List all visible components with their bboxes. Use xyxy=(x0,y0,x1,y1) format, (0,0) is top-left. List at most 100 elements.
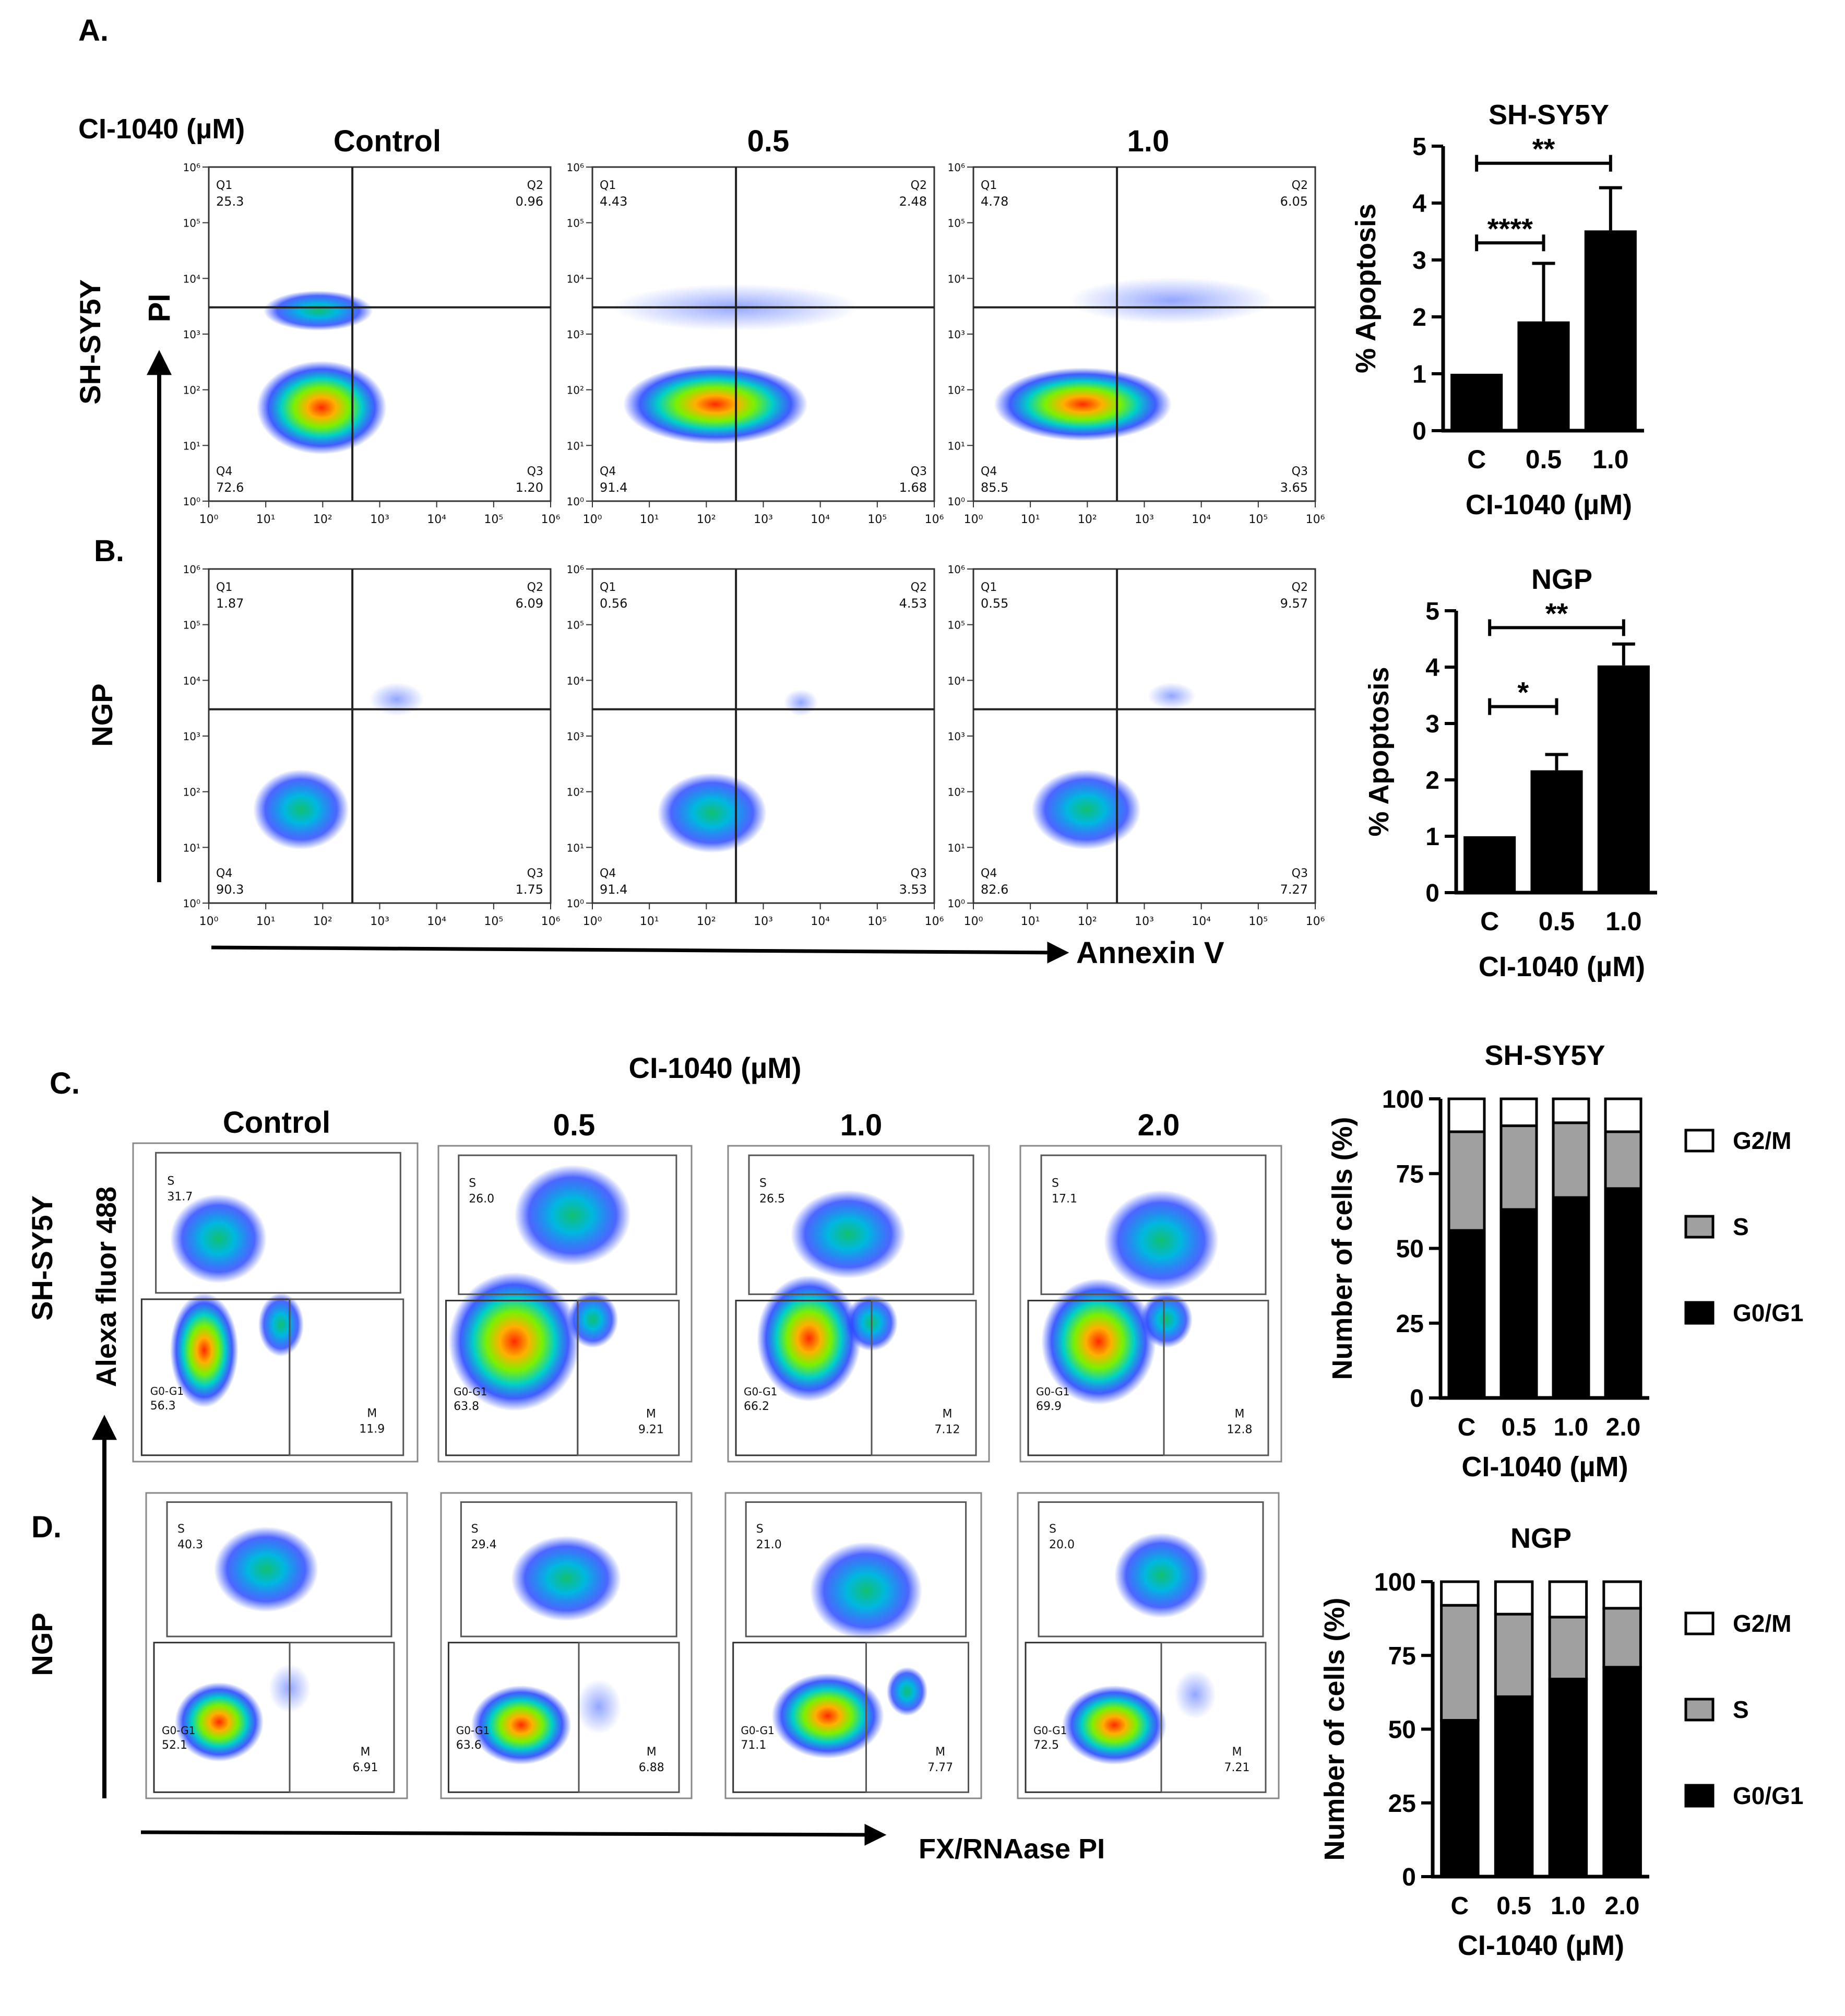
flow-x-tick-label: 10¹ xyxy=(640,915,659,928)
flow-y-tick-label: 10¹ xyxy=(183,440,200,452)
flow-x-tick-label: 10⁴ xyxy=(811,915,830,928)
y-tick-label: 2 xyxy=(1412,304,1426,331)
legend-swatch xyxy=(1684,1611,1715,1635)
chart-title: SH-SY5Y xyxy=(1489,99,1609,131)
y-tick-label: 5 xyxy=(1425,598,1439,625)
flow-y-tick-label: 10³ xyxy=(948,730,965,743)
s-gate-name: S xyxy=(756,1523,764,1536)
m-gate-value: 12.8 xyxy=(1227,1423,1253,1436)
chart-y-label: % Apoptosis xyxy=(1350,204,1382,373)
s-gate-value: 26.5 xyxy=(759,1193,785,1206)
flow-y-tick-label: 10⁴ xyxy=(183,674,200,687)
flow-y-tick-label: 10¹ xyxy=(948,440,965,452)
quadrant-value: 1.68 xyxy=(899,480,927,495)
flow-x-tick-label: 10⁴ xyxy=(1192,915,1211,928)
m-gate-name: M xyxy=(1235,1407,1245,1420)
flow-x-tick-label: 10⁶ xyxy=(1306,915,1325,928)
flow-y-tick-label: 10⁴ xyxy=(567,272,584,285)
flow-x-tick-label: 10² xyxy=(313,915,332,928)
g0g1-gate-name: G0-G1 xyxy=(456,1724,490,1737)
significance-label: ** xyxy=(1532,133,1555,165)
y-tick-label: 3 xyxy=(1412,247,1426,275)
flow-y-tick-label: 10² xyxy=(183,786,200,799)
flow-y-tick-label: 10⁵ xyxy=(567,217,584,230)
flow-x-tick-label: 10⁵ xyxy=(867,915,887,928)
m-phase-gate xyxy=(1160,1642,1267,1793)
quadrant-value: 0.55 xyxy=(981,596,1008,611)
density-cluster xyxy=(253,769,349,850)
quadrant-name: Q4 xyxy=(216,465,232,478)
stacked-segment-g0g1 xyxy=(1602,1666,1642,1878)
density-cluster xyxy=(1174,1670,1216,1719)
density-cluster xyxy=(263,290,373,331)
cell-cycle-stacked-chart: 0 25 50 75 100 C 0.5 1.0 2.0 SH-SY5Y CI-1040 (µM) N… xyxy=(1327,1040,1804,1483)
cycle-col-header-1-0: 1.0 xyxy=(840,1108,883,1142)
cycle-flow-plot: S 40.3 G0-G1 52.1 M 6.91 xyxy=(145,1492,408,1799)
flow-y-tick-label: 10⁰ xyxy=(567,495,584,508)
x-tick-label: 1.0 xyxy=(1554,1414,1589,1441)
s-phase-gate xyxy=(1038,1501,1264,1638)
m-gate-name: M xyxy=(943,1407,953,1420)
quadrant-name: Q1 xyxy=(981,179,997,192)
density-cluster xyxy=(1104,1190,1219,1291)
s-gate-value: 26.0 xyxy=(469,1193,494,1206)
legend-label: G2/M xyxy=(1733,1610,1791,1637)
quadrant-value: 6.05 xyxy=(1280,194,1308,209)
g0g1-gate-value: 56.3 xyxy=(150,1400,176,1413)
legend-swatch xyxy=(1684,1129,1715,1153)
flow-x-tick-label: 10⁵ xyxy=(484,915,503,928)
bar xyxy=(1584,230,1637,431)
quadrant-value: 25.3 xyxy=(216,194,244,209)
chart-title: NGP xyxy=(1531,564,1592,595)
flow-plot-frame xyxy=(591,568,935,904)
flow-plot-frame xyxy=(724,1492,982,1799)
quadrant-name: Q1 xyxy=(981,581,997,594)
quadrant-name: Q4 xyxy=(981,465,997,478)
cycle-flow-plot: S 17.1 G0-G1 69.9 M 12.8 xyxy=(1019,1145,1282,1463)
flow-x-tick-label: 10³ xyxy=(1135,915,1154,928)
quadrant-name: Q1 xyxy=(600,179,616,192)
flow-x-tick-label: 10⁰ xyxy=(199,513,219,526)
significance-label: ** xyxy=(1545,597,1568,630)
y-tick-label: 25 xyxy=(1396,1310,1424,1338)
apoptosis-col-header-1-0: 1.0 xyxy=(1127,124,1170,158)
quadrant-value: 2.48 xyxy=(899,194,927,209)
quadrant-name: Q4 xyxy=(600,867,616,880)
apoptosis-flow-plot: Q1 4.78 Q2 6.05 Q3 3.65 Q4 85.5 10⁰ 10⁰ 10¹ 10¹ 10² 1… xyxy=(948,161,1325,526)
g0g1-gate-name: G0-G1 xyxy=(162,1724,195,1737)
m-gate-name: M xyxy=(361,1746,371,1759)
g0g1-gate-value: 71.1 xyxy=(741,1739,766,1752)
quadrant-name: Q3 xyxy=(1292,867,1308,880)
chart-x-label: CI-1040 (µM) xyxy=(1479,951,1645,982)
density-cluster xyxy=(256,361,387,455)
g0g1-gate-name: G0-G1 xyxy=(1036,1385,1069,1398)
significance-label: **** xyxy=(1487,212,1533,245)
x-tick-label: 0.5 xyxy=(1526,445,1562,474)
apoptosis-row-label-ngp: NGP xyxy=(86,683,118,746)
cycle-flow-plot: S 26.0 G0-G1 63.8 M 9.21 xyxy=(437,1145,693,1463)
density-cluster xyxy=(514,1165,631,1266)
m-gate-name: M xyxy=(367,1407,377,1420)
y-tick-label: 0 xyxy=(1425,880,1439,907)
quadrant-value: 0.96 xyxy=(516,194,543,209)
cycle-row-label-ngp: NGP xyxy=(26,1612,58,1676)
density-cluster xyxy=(1148,682,1196,709)
flow-x-tick-label: 10⁴ xyxy=(1192,513,1211,526)
apoptosis-x-axis-label: Annexin V xyxy=(1076,936,1224,970)
density-cluster xyxy=(471,1685,572,1765)
legend-label: G2/M xyxy=(1733,1127,1791,1154)
legend-swatch xyxy=(1684,1301,1715,1325)
quadrant-value: 91.4 xyxy=(600,882,627,897)
stacked-segment-s xyxy=(1548,1616,1588,1680)
s-gate-name: S xyxy=(1049,1523,1056,1536)
y-tick-label: 50 xyxy=(1396,1236,1424,1263)
quadrant-value: 82.6 xyxy=(981,882,1008,897)
quadrant-value: 90.3 xyxy=(216,882,244,897)
flow-y-tick-label: 10⁵ xyxy=(567,619,584,632)
density-cluster xyxy=(214,1526,318,1612)
density-cluster xyxy=(994,367,1172,441)
g0g1-gate-name: G0-G1 xyxy=(1033,1724,1067,1737)
flow-x-tick-label: 10³ xyxy=(754,915,773,928)
flow-plot-frame xyxy=(132,1142,419,1463)
flow-y-tick-label: 10⁴ xyxy=(948,272,965,285)
